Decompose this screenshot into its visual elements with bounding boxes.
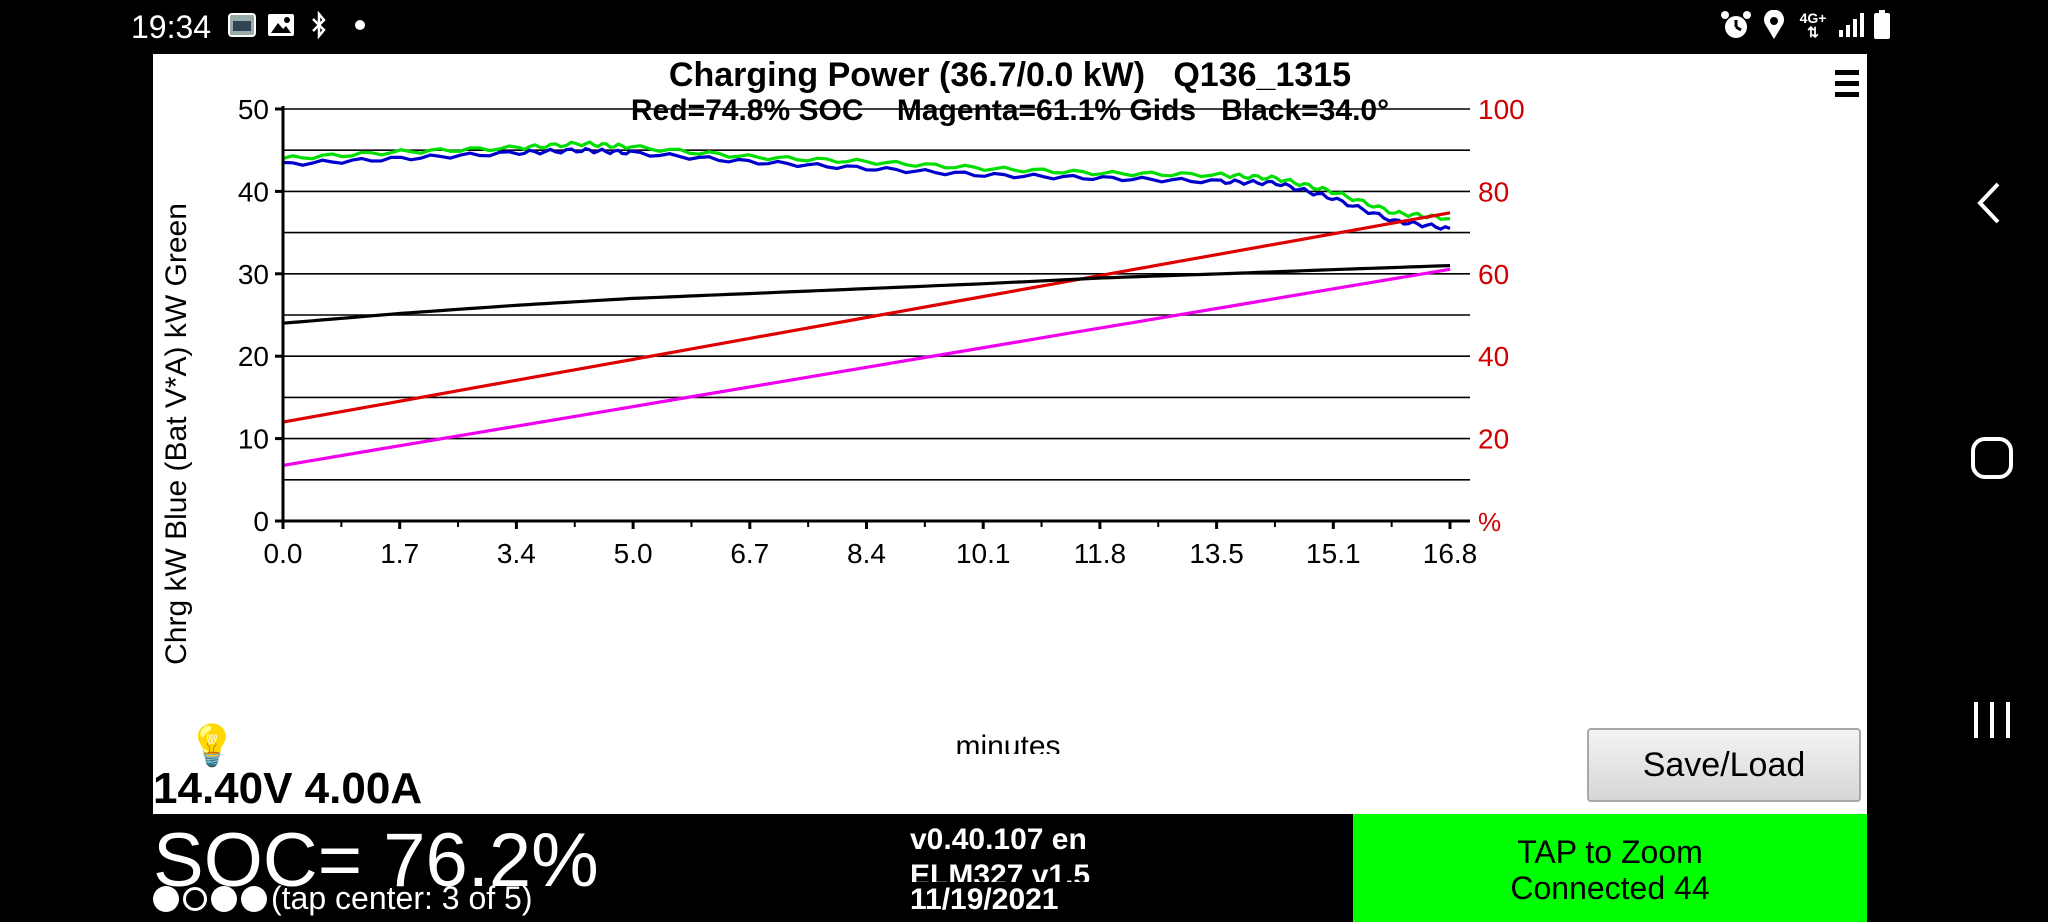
y-left-tick-label: 40 bbox=[238, 176, 269, 207]
page-dot bbox=[241, 885, 267, 912]
dot-icon bbox=[352, 10, 368, 40]
chart-subtitle: Red=74.8% SOC Magenta=61.1% Gids Black=3… bbox=[630, 94, 1390, 127]
series-line bbox=[282, 267, 1451, 467]
back-icon[interactable] bbox=[1970, 180, 2010, 231]
x-tick-label: 3.4 bbox=[497, 538, 536, 569]
signal-icon bbox=[1836, 10, 1870, 40]
tap-to-zoom-button[interactable]: TAP to Zoom Connected 44 bbox=[1353, 814, 1867, 922]
gallery-icon bbox=[227, 10, 257, 40]
y-right-tick-label: 40 bbox=[1478, 341, 1509, 372]
x-tick-label: 5.0 bbox=[614, 538, 653, 569]
lightbulb-icon[interactable]: 💡 bbox=[187, 724, 237, 768]
page-dot bbox=[183, 886, 207, 911]
charging-power-chart[interactable]: 0 10 20 30 40 50 20 40 60 80 100% 0.0 1.7 3.4 5.0 6.7 8.… bbox=[153, 54, 1867, 754]
network-label: 4G+ bbox=[1799, 10, 1827, 26]
axis-layer: 0 10 20 30 40 50 20 40 60 80 100% 0.0 1.7 3.4 5.0 6.7 8.… bbox=[238, 94, 1525, 569]
recents-icon[interactable] bbox=[1970, 698, 2014, 747]
battery-icon bbox=[1871, 10, 1893, 40]
x-tick-label: 11.8 bbox=[1074, 538, 1126, 569]
image-icon bbox=[266, 10, 296, 40]
page-dot bbox=[153, 885, 179, 912]
y-right-tick-label: 60 bbox=[1478, 259, 1509, 290]
tap-zoom-label: TAP to Zoom bbox=[1517, 834, 1703, 870]
x-tick-label: 16.8 bbox=[1423, 538, 1478, 569]
y-left-tick-label: 10 bbox=[238, 424, 269, 455]
x-tick-label: 13.5 bbox=[1189, 538, 1244, 569]
pager-text: (tap center: 3 of 5) bbox=[271, 880, 533, 916]
y-left-tick-label: 50 bbox=[238, 94, 269, 125]
series-line bbox=[282, 140, 1451, 222]
y-left-tick-label: 0 bbox=[253, 506, 269, 537]
voltage-current-readout: 14.40V 4.00A bbox=[153, 764, 423, 813]
clock: 19:34 bbox=[131, 9, 212, 45]
x-tick-label: 6.7 bbox=[730, 538, 769, 569]
y-left-tick-label: 20 bbox=[238, 341, 269, 372]
version-info: v0.40.107 en ELM327 v1.5 11/19/2021 bbox=[910, 822, 1110, 918]
y-right-tick-label: 20 bbox=[1478, 424, 1509, 455]
x-tick-label: 0.0 bbox=[264, 538, 303, 569]
menu-icon[interactable] bbox=[1835, 70, 1859, 108]
device-text: ELM327 v1.5 bbox=[910, 859, 1091, 882]
date-text: 11/19/2021 bbox=[910, 883, 1059, 916]
save-load-button[interactable]: Save/Load bbox=[1587, 728, 1861, 802]
y-axis-label: Chrg kW Blue (Bat V*A) kW Green bbox=[160, 203, 193, 665]
page-indicator[interactable]: (tap center: 3 of 5) bbox=[153, 880, 532, 917]
y-right-tick-label: 100 bbox=[1478, 94, 1525, 125]
x-tick-label: 1.7 bbox=[380, 538, 419, 569]
x-tick-label: 15.1 bbox=[1306, 538, 1361, 569]
y-right-tick-label: 80 bbox=[1478, 176, 1509, 207]
y-right-unit-label: % bbox=[1478, 507, 1501, 537]
home-icon[interactable] bbox=[1970, 436, 2014, 485]
alarm-icon bbox=[1720, 10, 1752, 40]
x-tick-label: 10.1 bbox=[956, 538, 1011, 569]
series-layer bbox=[282, 140, 1451, 467]
x-tick-label: 8.4 bbox=[847, 538, 886, 569]
series-line bbox=[282, 264, 1451, 325]
connection-status: Connected 44 bbox=[1510, 870, 1710, 906]
location-icon bbox=[1762, 10, 1786, 40]
network-4g-icon: 4G+ ⇅ bbox=[1799, 10, 1827, 40]
series-line bbox=[282, 211, 1451, 424]
chart-panel[interactable]: Charging Power (36.7/0.0 kW) Q136_1315 R… bbox=[153, 54, 1867, 814]
series-line bbox=[282, 146, 1451, 231]
page-dot bbox=[211, 885, 237, 912]
bluetooth-icon bbox=[308, 10, 330, 40]
status-bar: 19:34 4G+ ⇅ bbox=[0, 0, 2048, 54]
chart-title: Charging Power (36.7/0.0 kW) Q136_1315 bbox=[668, 56, 1352, 94]
version-text: v0.40.107 en bbox=[910, 823, 1087, 856]
y-left-tick-label: 30 bbox=[238, 259, 269, 290]
x-axis-label: minutes bbox=[955, 730, 1060, 754]
